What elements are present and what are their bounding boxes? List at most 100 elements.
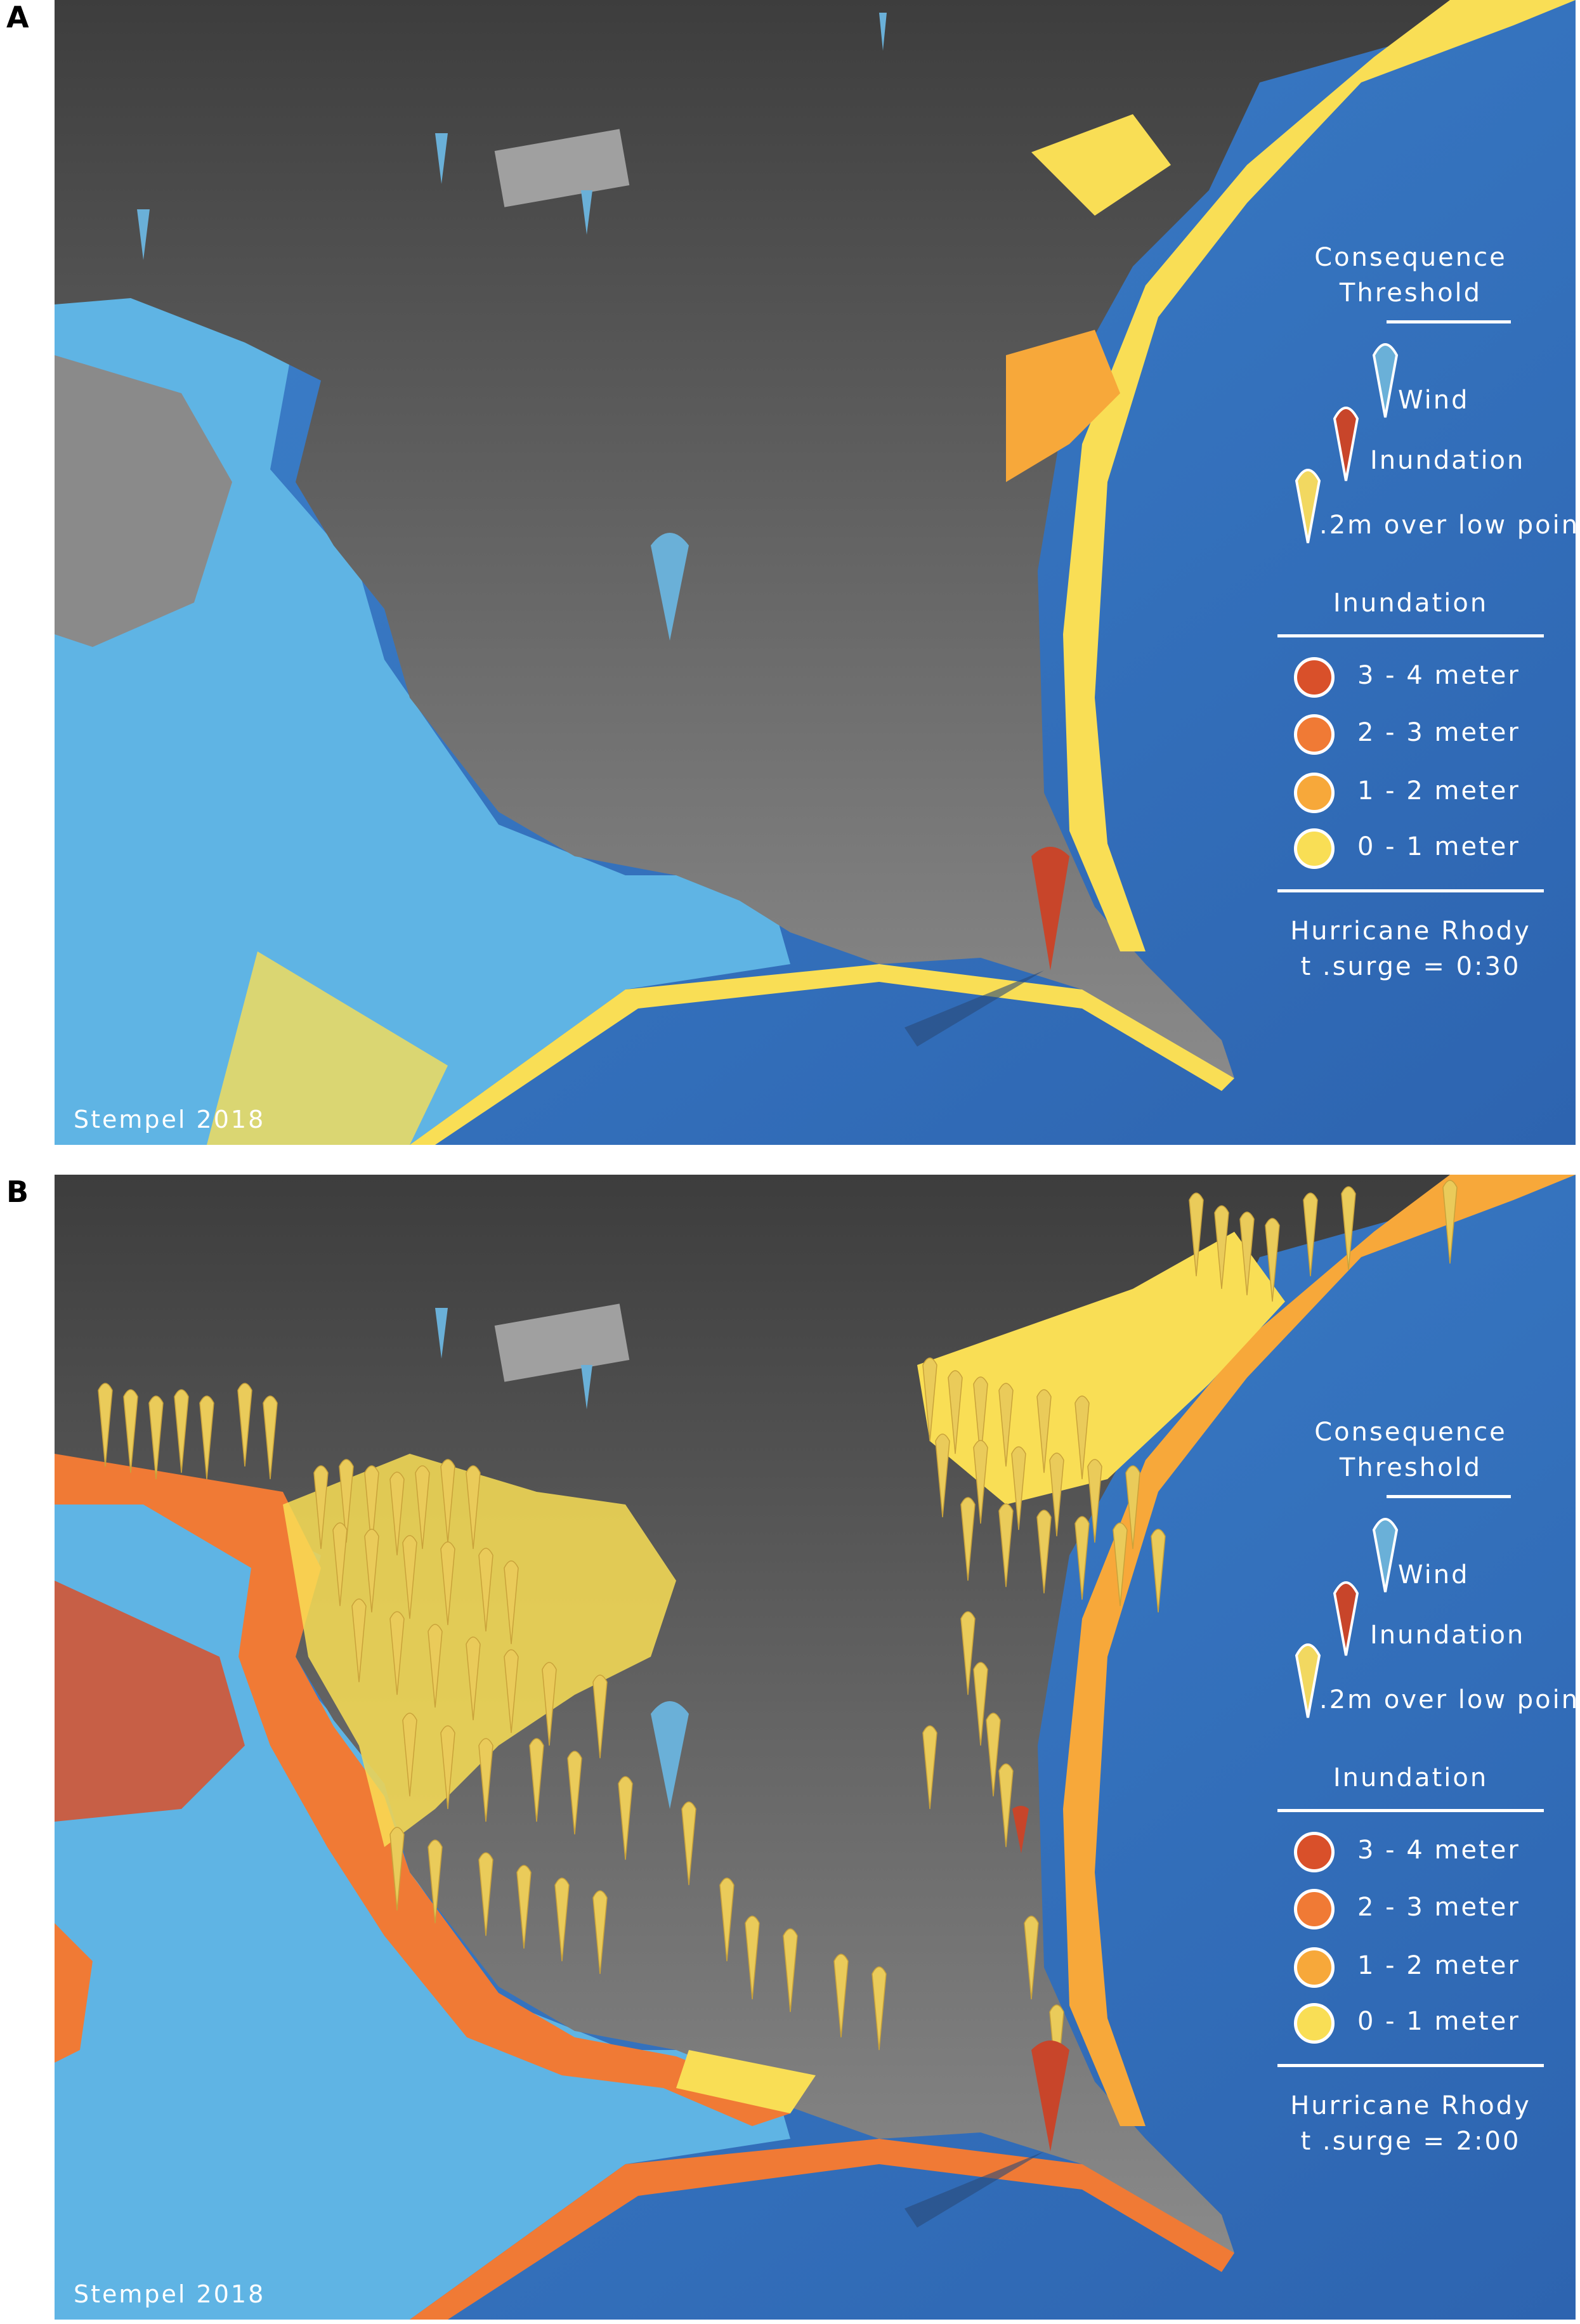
lowpoint-pin [466,1465,481,1550]
lowpoint-pin [466,1636,481,1721]
legend-divider [1277,634,1544,637]
wind-label: Wind [1398,386,1470,415]
lowpoint-pin [554,1877,570,1962]
class-label: 2 - 3 meter [1357,1893,1520,1922]
lowpoint-pin [998,1503,1014,1588]
lowpoint-pin [428,1839,443,1924]
lowpoint-pin [542,1662,557,1746]
inundation-pin [1031,2040,1069,2151]
lowpoint-pin [504,1560,519,1645]
lowpoint-pin [872,1966,887,2051]
lowpoint-pin [618,1776,633,1860]
lowpoint-pin [199,1395,214,1480]
lowpoint-pin [1239,1211,1255,1296]
lowpoint-pin [440,1541,455,1626]
inundation-label: Inundation [1370,1621,1525,1650]
lowpoint-pin [1024,1916,1039,2000]
panel-a-letter: A [6,0,29,34]
wind-pin [879,13,887,51]
lowpoint-pin [364,1529,379,1613]
lowpoint-pin [1087,1459,1102,1543]
lowpoint-pin [148,1395,164,1480]
beach-inundation [1063,0,1576,951]
bay-water [55,1441,790,2320]
lowpoint-pin [415,1465,430,1550]
lowpoint-pin [478,1852,493,1936]
credit: Stempel 2018 [74,2280,266,2308]
lowpoint-pin [1214,1205,1229,1289]
legend-divider [1277,889,1544,892]
inundation-patch [676,2050,816,2113]
lowpoint-pin-icon [1295,1643,1321,1718]
inundation-label: Inundation [1370,446,1525,475]
inundation-title: Inundation [1333,1763,1489,1792]
lowpoint-pin [1265,1218,1280,1302]
legend-divider [1387,1495,1511,1498]
wind-pin-icon [1372,343,1399,418]
lowpoint-pin [592,1674,608,1759]
wind-pin [651,533,689,641]
threshold-title: Consequence Threshold [1314,243,1507,308]
swatch-3-4m [1294,657,1335,698]
wind-pin [581,190,592,235]
panel-b-letter: B [6,1175,29,1209]
lowpoint-pin [948,1370,963,1454]
lowpoint-pin [174,1389,189,1473]
bay-water [55,266,790,1145]
scenario-label: Hurricane Rhody t .surge = 0:30 [1290,917,1531,981]
class-label: 2 - 3 meter [1357,718,1520,747]
lowpoint-pin [1442,1180,1458,1264]
legend-divider [1387,320,1511,323]
legend-divider [1277,1809,1544,1812]
lowpoint-pin [1036,1389,1052,1473]
lowpoint-pin [263,1395,278,1480]
swatch-0-1m [1294,2003,1335,2044]
wind-pin [435,1308,448,1359]
lowpoint-pin [1341,1186,1356,1270]
lowpoint-pin [1074,1516,1090,1600]
lowpoint-pin [719,1877,735,1962]
scenario-label: Hurricane Rhody t .surge = 2:00 [1290,2091,1531,2156]
lowpoint-pin [332,1522,348,1607]
lowpoint-pin [592,1890,608,1975]
lowpoint-pin [478,1738,493,1822]
inundation-pin-icon [1333,407,1359,481]
swatch-2-3m [1294,714,1335,755]
lowpoint-pin [339,1459,354,1543]
swatch-3-4m [1294,1832,1335,1872]
lowpoint-pin [1036,1510,1052,1594]
class-label: 1 - 2 meter [1357,776,1520,806]
panel-a-map: Consequence Threshold Wind Inundation .2… [55,0,1576,1145]
lowpoint-pin [973,1440,988,1524]
threshold-title: Consequence Threshold [1314,1418,1507,1482]
inundation-pin-icon [1333,1581,1359,1656]
inundation-pin [1031,847,1069,970]
lowpoint-pin [389,1472,405,1556]
pin-shadow [904,2151,1044,2228]
swatch-0-1m [1294,828,1335,869]
swatch-1-2m [1294,773,1335,813]
panel-b-terrain [55,1175,1576,2320]
legend-divider [1277,2064,1544,2067]
class-label: 3 - 4 meter [1357,661,1520,690]
lowpoint-pin [1189,1192,1204,1277]
lowpoint-pin [960,1497,976,1581]
class-label: 0 - 1 meter [1357,2007,1520,2036]
wind-pin-icon [1372,1518,1399,1593]
credit: Stempel 2018 [74,1106,266,1133]
lowpoint-pin [681,1801,696,1886]
lowpoint-pin [1011,1446,1026,1531]
lowpoint-pin [960,1611,976,1695]
lowpoint-pin [478,1548,493,1632]
lowpoint-pin-icon [1295,469,1321,544]
shoreline-inundation [410,2139,1234,2320]
inundation-west [55,1581,245,1822]
swatch-1-2m [1294,1947,1335,1988]
lowpoint-pin [440,1725,455,1810]
pin-shadow [904,970,1044,1047]
lowpoint-pin [504,1649,519,1733]
lowpoint-pin [1303,1192,1318,1277]
class-label: 0 - 1 meter [1357,832,1520,861]
wind-pin [581,1365,592,1409]
lowpoint-pin [935,1433,950,1518]
